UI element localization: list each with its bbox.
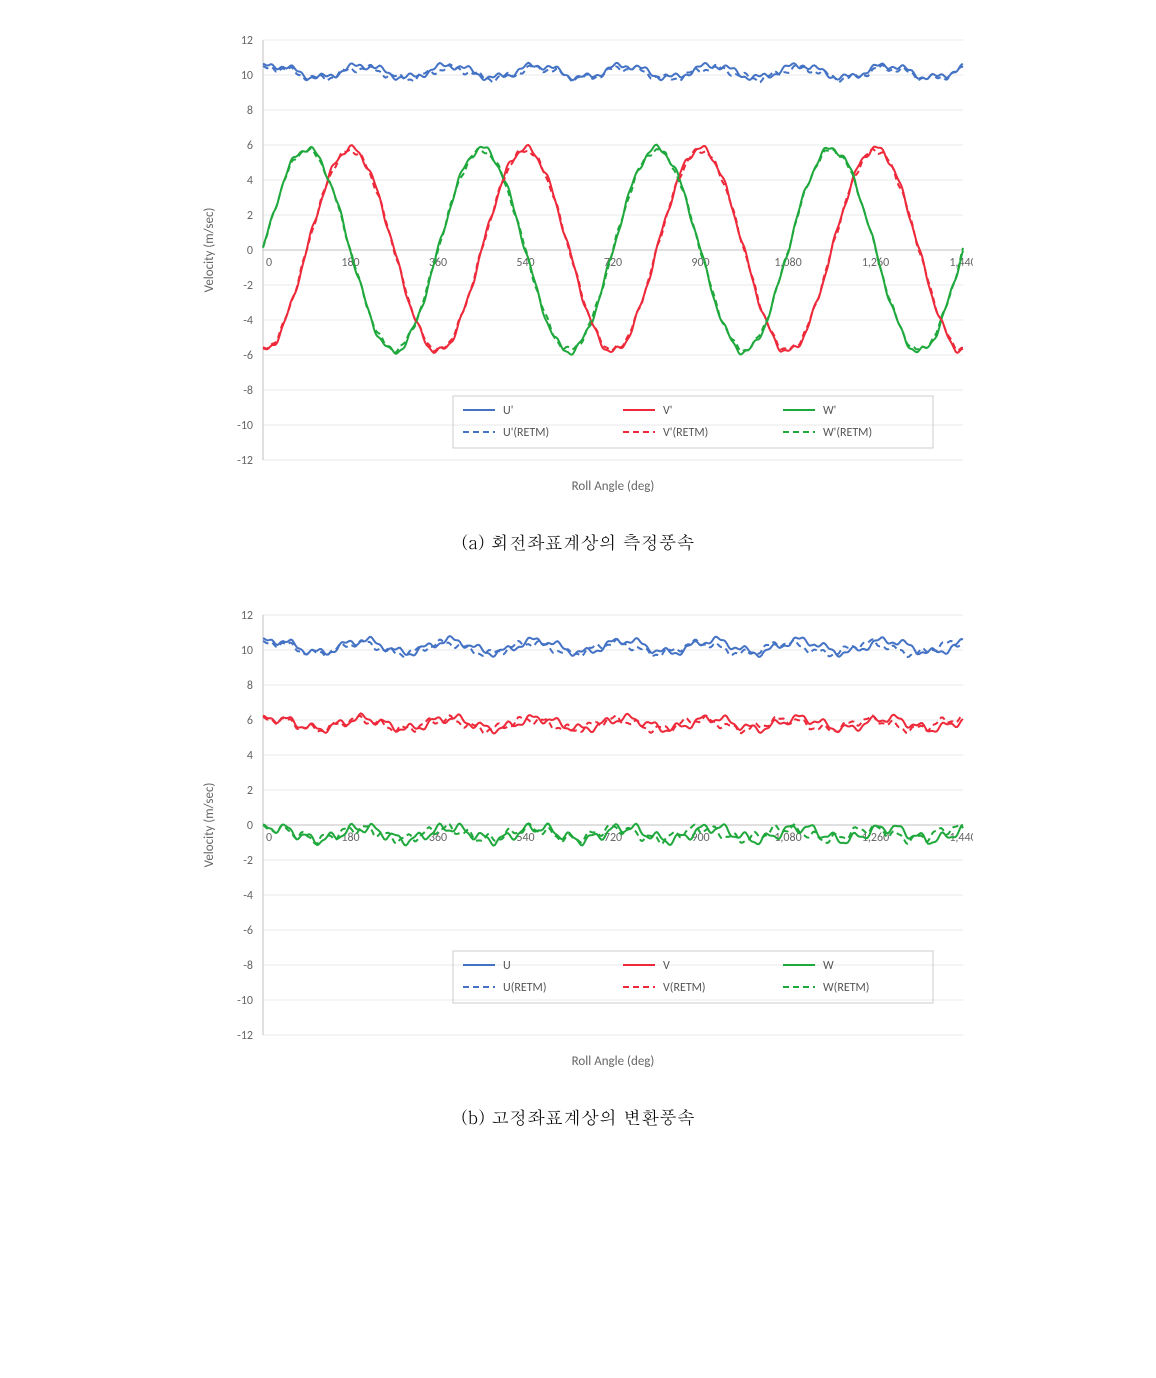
legend-label: V(RETM) <box>663 981 706 995</box>
ytick-label: 10 <box>241 644 253 658</box>
chart-a-container: -12-10-8-6-4-202468101201803605407209001… <box>148 30 1008 500</box>
ytick-label: -4 <box>243 314 253 328</box>
chart-b-svg: -12-10-8-6-4-202468101201803605407209001… <box>183 605 973 1075</box>
y-axis-label: Velocity (m/sec) <box>202 208 217 293</box>
legend-label: U(RETM) <box>503 981 546 995</box>
legend-label: W' <box>823 404 836 418</box>
ytick-label: -6 <box>243 924 253 938</box>
ytick-label: 6 <box>247 139 253 153</box>
legend-label: U <box>503 959 511 973</box>
legend-label: U' <box>503 404 513 418</box>
ytick-label: -2 <box>243 854 253 868</box>
xtick-label: 360 <box>429 256 447 270</box>
ytick-label: -8 <box>243 384 253 398</box>
series-U(RETM) <box>263 639 963 657</box>
chart-a-caption: (a) 회전좌표계상의 측정풍속 <box>30 530 1126 555</box>
xtick-label: 0 <box>266 256 272 270</box>
ytick-label: 0 <box>247 244 253 258</box>
ytick-label: -12 <box>237 1029 253 1043</box>
ytick-label: -8 <box>243 959 253 973</box>
ytick-label: -6 <box>243 349 253 363</box>
xtick-label: 1,080 <box>774 256 801 270</box>
legend-label: U'(RETM) <box>503 426 549 440</box>
ytick-label: 10 <box>241 69 253 83</box>
legend-label: V' <box>663 404 672 418</box>
legend-label: V'(RETM) <box>663 426 708 440</box>
legend-label: W'(RETM) <box>823 426 872 440</box>
chart-b-caption: (b) 고정좌표계상의 변환풍속 <box>30 1105 1126 1130</box>
xtick-label: 1,260 <box>862 256 889 270</box>
x-axis-label: Roll Angle (deg) <box>572 1054 655 1069</box>
ytick-label: 4 <box>247 174 253 188</box>
ytick-label: 8 <box>247 104 253 118</box>
chart-b-container: -12-10-8-6-4-202468101201803605407209001… <box>148 605 1008 1075</box>
ytick-label: 12 <box>241 34 253 48</box>
legend-label: W(RETM) <box>823 981 869 995</box>
ytick-label: -10 <box>237 994 253 1008</box>
ytick-label: -12 <box>237 454 253 468</box>
legend-box <box>453 396 933 448</box>
x-axis-label: Roll Angle (deg) <box>572 479 655 494</box>
series-U <box>263 636 963 657</box>
ytick-label: -10 <box>237 419 253 433</box>
ytick-label: -2 <box>243 279 253 293</box>
y-axis-label: Velocity (m/sec) <box>202 783 217 868</box>
legend-box <box>453 951 933 1003</box>
ytick-label: -4 <box>243 889 253 903</box>
ytick-label: 2 <box>247 209 253 223</box>
ytick-label: 2 <box>247 784 253 798</box>
legend-label: W <box>823 959 834 973</box>
chart-a-svg: -12-10-8-6-4-202468101201803605407209001… <box>183 30 973 500</box>
ytick-label: 12 <box>241 609 253 623</box>
xtick-label: 0 <box>266 831 272 845</box>
ytick-label: 8 <box>247 679 253 693</box>
xtick-label: 180 <box>341 256 359 270</box>
legend-label: V <box>663 959 670 973</box>
ytick-label: 6 <box>247 714 253 728</box>
ytick-label: 4 <box>247 749 253 763</box>
ytick-label: 0 <box>247 819 253 833</box>
